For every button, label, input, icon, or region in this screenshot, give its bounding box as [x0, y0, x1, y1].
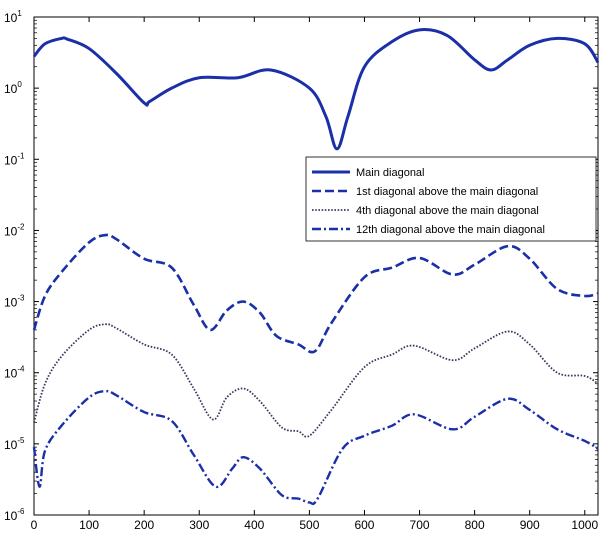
x-tick-label: 500 [299, 518, 319, 532]
y-tick-exponent: 1 [17, 9, 22, 18]
legend-label-1: Main diagonal [356, 167, 425, 179]
y-tick-label: 100 [4, 80, 22, 96]
y-tick-base: 10 [4, 82, 18, 96]
legend-label-3: 4th diagonal above the main diagonal [356, 205, 539, 217]
series-line-1 [32, 28, 599, 151]
series-line-3 [33, 323, 599, 438]
legend-label-2: 1st diagonal above the main diagonal [356, 186, 538, 198]
series-line-2 [32, 233, 599, 354]
y-tick-exponent: -4 [17, 365, 25, 374]
y-tick-base: 10 [4, 224, 18, 238]
y-tick-exponent: 0 [17, 80, 22, 89]
y-tick-exponent: -6 [17, 507, 25, 516]
y-tick-label: 10-3 [4, 294, 25, 310]
x-tick-label: 900 [520, 518, 540, 532]
y-tick-exponent: -1 [17, 151, 25, 160]
x-tick-label: 0 [31, 518, 38, 532]
y-tick-label: 10-6 [4, 507, 25, 523]
y-tick-base: 10 [4, 438, 18, 452]
y-tick-label: 101 [4, 9, 22, 25]
y-tick-label: 10-1 [4, 151, 25, 167]
x-tick-label: 300 [189, 518, 209, 532]
y-tick-base: 10 [4, 509, 18, 523]
y-tick-label: 10-2 [4, 222, 25, 238]
y-tick-label: 10-4 [4, 365, 25, 381]
y-tick-base: 10 [4, 296, 18, 310]
y-tick-base: 10 [4, 153, 18, 167]
x-tick-label: 200 [134, 518, 154, 532]
y-tick-exponent: -3 [17, 294, 25, 303]
series-layer [32, 28, 599, 506]
legend: Main diagonal 1st diagonal above the main… [305, 156, 597, 242]
x-tick-label: 1000 [571, 518, 598, 532]
legend-box [305, 156, 597, 242]
x-axis: 0 100 200 300 400 500 600 700 800 900 1000 [31, 17, 598, 532]
x-tick-label: 100 [79, 518, 99, 532]
x-tick-label: 400 [244, 518, 264, 532]
plot-area [33, 16, 599, 516]
y-tick-base: 10 [4, 11, 18, 25]
series-line-4 [32, 389, 599, 506]
y-tick-base: 10 [4, 367, 18, 381]
legend-label-4: 12th diagonal above the main diagonal [356, 224, 545, 236]
y-tick-exponent: -2 [17, 222, 25, 231]
x-tick-label: 700 [410, 518, 430, 532]
y-tick-label: 10-5 [4, 436, 25, 452]
x-tick-label: 600 [354, 518, 374, 532]
y-tick-exponent: -5 [17, 436, 25, 445]
x-tick-label: 800 [465, 518, 485, 532]
